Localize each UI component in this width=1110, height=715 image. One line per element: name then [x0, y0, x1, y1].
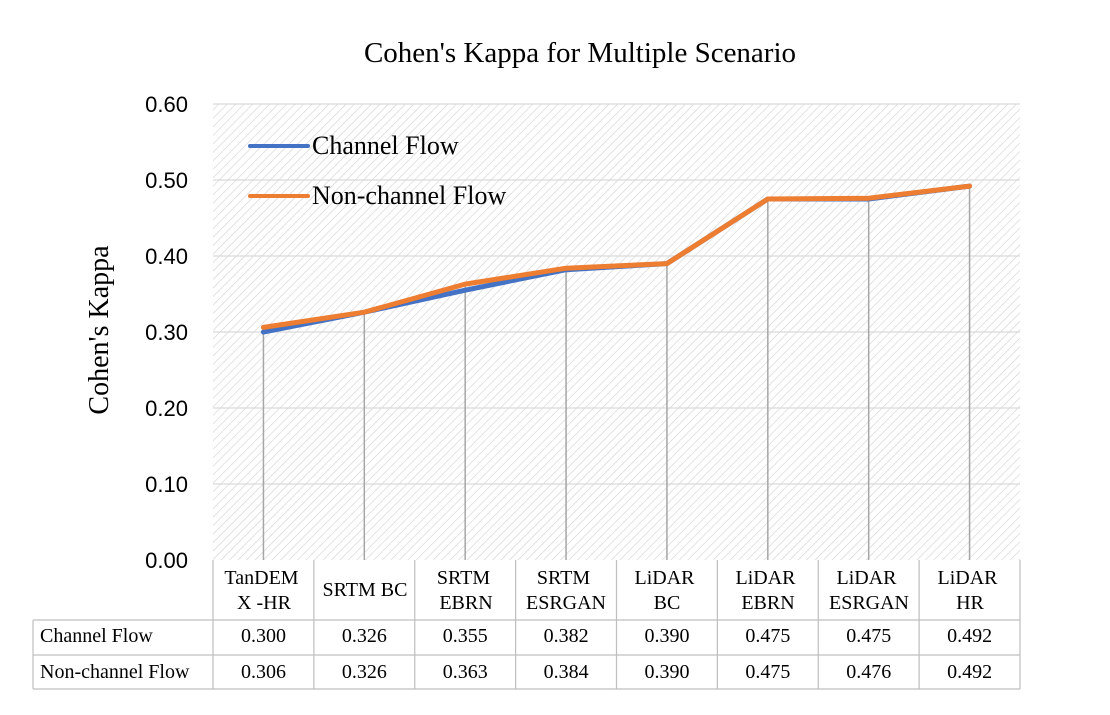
- table-cell: 0.476: [846, 661, 891, 683]
- table-cell: 0.475: [745, 661, 790, 683]
- table-cell: 0.326: [342, 661, 387, 683]
- table-cell: 0.300: [241, 625, 286, 647]
- y-tick-label: 0.60: [145, 92, 188, 117]
- y-tick-label: 0.50: [145, 168, 188, 193]
- table-cell: 0.475: [745, 625, 790, 647]
- table-cell: 0.492: [947, 661, 992, 683]
- table-cell: 0.384: [544, 661, 589, 683]
- data-table: TanDEM X -HR SRTM BC SRTM EBRN SRTM ESRG…: [32, 560, 1021, 690]
- category-label-4: SRTM ESRGAN: [526, 567, 606, 614]
- y-tick-label: 0.20: [145, 396, 188, 421]
- table-cell: 0.492: [947, 625, 992, 647]
- table-cell: 0.475: [846, 625, 891, 647]
- category-label-3: SRTM EBRN: [437, 567, 495, 614]
- y-tick-label: 0.00: [145, 548, 188, 573]
- y-tick-label: 0.10: [145, 472, 188, 497]
- table-borders: [32, 560, 1021, 690]
- table-cell: 0.355: [443, 625, 488, 647]
- legend-label-non-channel-flow: Non-channel Flow: [312, 181, 506, 210]
- legend-item-non-channel-flow: Non-channel Flow: [248, 181, 506, 210]
- table-cell: 0.363: [443, 661, 488, 683]
- category-header-row: TanDEM X -HR SRTM BC SRTM EBRN SRTM ESRG…: [224, 567, 1003, 614]
- grid-lines: [213, 103, 1020, 485]
- series-lines: [260, 183, 973, 335]
- table-row-label-non-channel-flow: Non-channel Flow: [40, 661, 190, 683]
- table-cell: 0.390: [644, 661, 689, 683]
- category-label-6: LiDAR EBRN: [736, 567, 801, 614]
- table-cell: 0.382: [544, 625, 589, 647]
- y-tick-label: 0.30: [145, 320, 188, 345]
- category-label-8: LiDAR HR: [938, 567, 1003, 614]
- y-tick-label: 0.40: [145, 244, 188, 269]
- y-axis-label: Cohen's Kappa: [84, 245, 115, 415]
- table-cell: 0.326: [342, 625, 387, 647]
- legend: Channel Flow Non-channel Flow: [248, 131, 506, 210]
- table-values: 0.300 0.326 0.355 0.382 0.390 0.475 0.475 0.492…: [241, 625, 992, 683]
- chart-title: Cohen's Kappa for Multiple Scenario: [364, 37, 796, 69]
- category-label-2: SRTM BC: [323, 579, 408, 601]
- category-label-7: LiDAR ESRGAN: [829, 567, 909, 614]
- table-cell: 0.390: [644, 625, 689, 647]
- category-label-1: TanDEM X -HR: [224, 567, 303, 614]
- table-row-label-channel-flow: Channel Flow: [40, 625, 153, 647]
- category-label-5: LiDAR BC: [635, 567, 700, 614]
- y-tick-labels: 0.00 0.10 0.20 0.30 0.40 0.50 0.60: [145, 92, 188, 573]
- series-line-non-channel-flow: [260, 183, 973, 330]
- table-cell: 0.306: [241, 661, 286, 683]
- drop-lines: [262, 186, 971, 560]
- legend-item-channel-flow: Channel Flow: [248, 131, 459, 160]
- legend-label-channel-flow: Channel Flow: [312, 131, 459, 160]
